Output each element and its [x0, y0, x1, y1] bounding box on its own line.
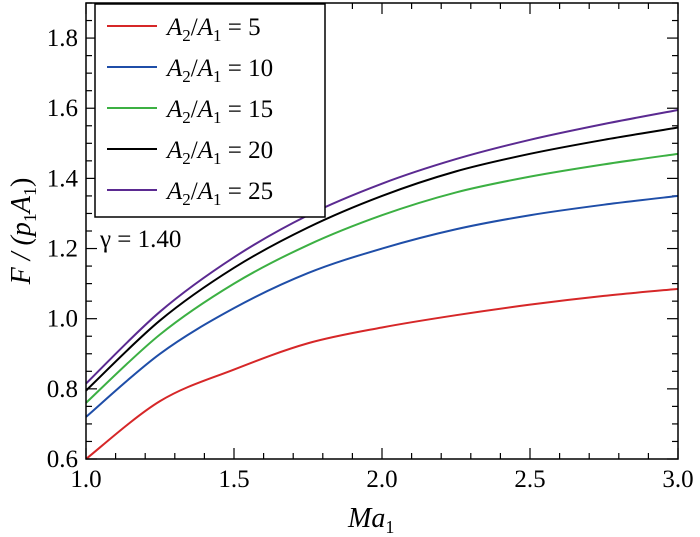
y-tick-label: 1.2: [47, 236, 78, 263]
legend-box: [94, 3, 326, 218]
x-tick-label: 1.5: [218, 466, 249, 493]
series-layer: [85, 109, 679, 460]
x-tick-label: 1.0: [70, 466, 101, 493]
x-tick-label: 3.0: [662, 466, 693, 493]
legend-label: A2/A1 = 25: [165, 178, 273, 209]
y-tick-label: 1.8: [47, 25, 78, 52]
legend-label: A2/A1 = 5: [165, 14, 261, 45]
x-tick-label: 2.5: [514, 466, 545, 493]
y-tick-label: 1.0: [47, 306, 78, 333]
x-tick-label: 2.0: [366, 466, 397, 493]
series-line-5: [85, 109, 679, 385]
legend-label: A2/A1 = 15: [165, 96, 273, 127]
y-tick-label: 0.6: [47, 446, 78, 473]
series-line-4: [85, 126, 679, 392]
legend-label: A2/A1 = 20: [165, 137, 273, 168]
x-axis-label: Ma1: [347, 503, 394, 537]
ticks-layer: 1.0 1.5 2.0 2.5 3.0 0.6 0.8 1.0 1.2 1.4 1.6 1.8: [47, 2, 694, 493]
gamma-annotation: γ = 1.40: [99, 226, 181, 253]
series-line-2: [85, 194, 679, 418]
y-axis-label: F / (p1A1): [6, 178, 40, 286]
plot-frame: [85, 2, 679, 460]
series-line-1: [85, 287, 679, 460]
y-tick-label: 1.6: [47, 95, 78, 122]
legend: A2/A1 = 5 A2/A1 = 10 A2/A1 = 15 A2/A1 = 20 A…: [94, 3, 326, 218]
legend-label: A2/A1 = 10: [165, 55, 273, 86]
y-tick-label: 0.8: [47, 376, 78, 403]
series-line-3: [85, 152, 679, 404]
y-tick-label: 1.4: [47, 165, 79, 192]
